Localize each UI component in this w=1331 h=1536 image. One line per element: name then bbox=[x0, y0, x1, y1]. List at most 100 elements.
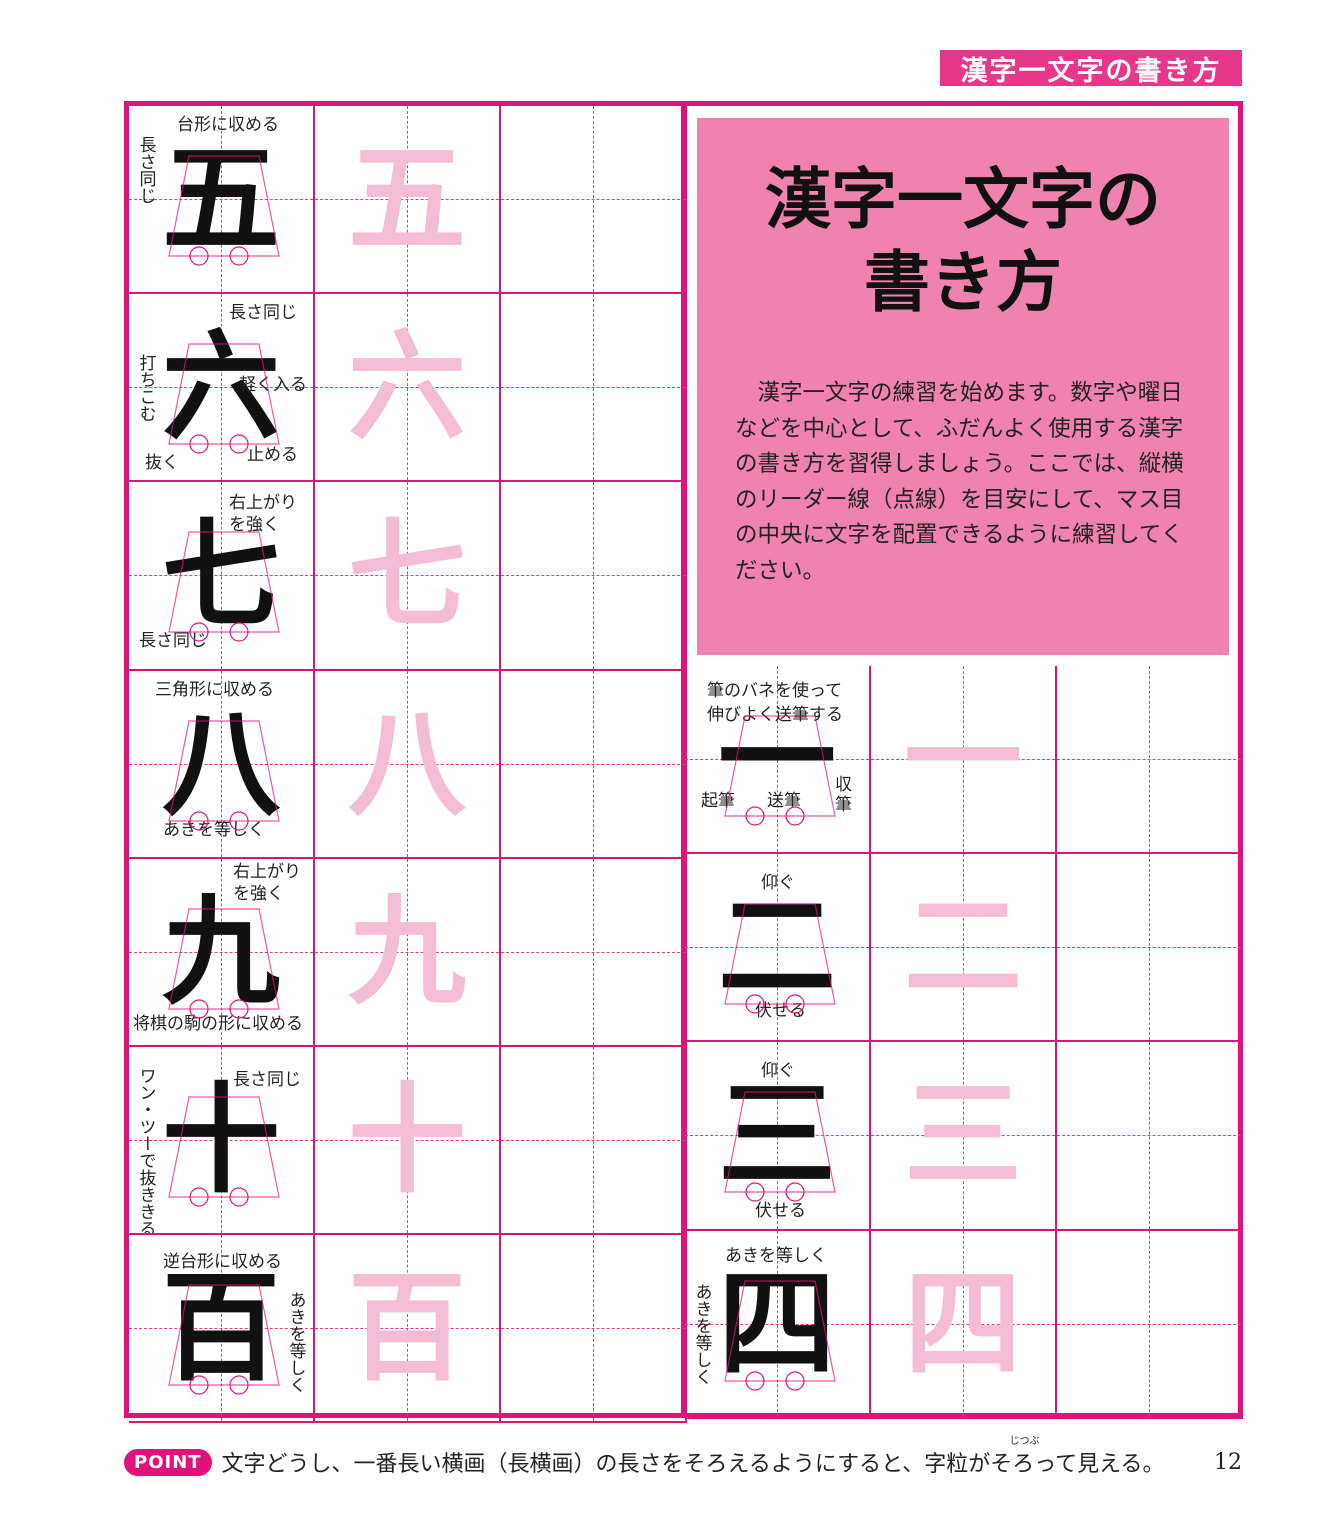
construction-guide bbox=[724, 1091, 836, 1202]
annotation-note: あきを等しく bbox=[725, 1245, 827, 1266]
guide-line-horizontal bbox=[501, 763, 685, 765]
blank-practice-cell bbox=[1057, 854, 1243, 1043]
annotation-note: 軽く入る bbox=[239, 375, 307, 396]
example-cell: 百逆台形に収める あきを等しく bbox=[129, 1235, 315, 1424]
annotation-note: 長さ同じ bbox=[135, 136, 156, 204]
example-cell: 七右上がり を強く 長さ同じ bbox=[129, 482, 315, 671]
annotation-note: 伸びよく送筆する bbox=[707, 705, 843, 725]
construction-guide bbox=[168, 719, 280, 831]
footer-point: POINT じつぶ 文字どうし、一番長い横画（長横画）の長さをそろえるようにする… bbox=[124, 1436, 1165, 1478]
example-cell: 八三角形に収める あきを等しく bbox=[129, 670, 315, 859]
annotation-note: を強く bbox=[233, 883, 284, 904]
model-character: 七 bbox=[161, 505, 280, 645]
construction-guide bbox=[168, 343, 280, 454]
annotation-note: 抜く bbox=[145, 453, 179, 474]
blank-practice-cell bbox=[1057, 666, 1243, 855]
annotation-note: 筆 bbox=[835, 795, 852, 815]
construction-guide bbox=[168, 155, 280, 266]
blank-practice-cell bbox=[501, 670, 687, 859]
example-cell: 四あきを等しく あきを等しく bbox=[685, 1230, 871, 1419]
example-cell: 三仰ぐ 伏せる bbox=[685, 1042, 871, 1231]
model-character: 九 bbox=[161, 881, 280, 1021]
annotation-note: ワン・ツーで抜ききる bbox=[135, 1067, 156, 1236]
model-character: 五 bbox=[161, 129, 280, 269]
intro-text: 漢字一文字の練習を始めます。数字や曜日などを中心として、ふだんよく使用する漢字の… bbox=[735, 380, 1184, 584]
point-badge: POINT bbox=[124, 1448, 212, 1476]
construction-guide bbox=[168, 908, 280, 1019]
guide-line-vertical bbox=[1149, 1042, 1150, 1229]
guide-line-vertical bbox=[1149, 666, 1150, 853]
blank-practice-cell bbox=[501, 106, 687, 295]
annotation-note: 伏せる bbox=[755, 1001, 806, 1022]
ruby-jitsubu: じつぶ bbox=[1009, 1436, 1040, 1447]
trace-character: 十 bbox=[347, 1070, 466, 1210]
annotation-note: を強く bbox=[229, 515, 280, 536]
guide-line-horizontal bbox=[501, 1328, 685, 1330]
guide-line-vertical bbox=[593, 858, 594, 1045]
blank-practice-cell bbox=[501, 1235, 687, 1424]
trace-character: 三 bbox=[903, 1065, 1022, 1205]
annotation-note: 仰ぐ bbox=[761, 873, 795, 894]
trace-cell: 五 bbox=[315, 106, 501, 295]
annotation-note: あきを等しく bbox=[691, 1282, 712, 1385]
trace-cell: 二 bbox=[871, 854, 1057, 1043]
construction-guide bbox=[724, 715, 836, 826]
annotation-note: あきを等しく bbox=[163, 819, 265, 840]
annotation-note: 三角形に収める bbox=[155, 679, 274, 700]
trace-cell: 一 bbox=[871, 666, 1057, 855]
trace-character: 九 bbox=[347, 881, 466, 1021]
trace-character: 六 bbox=[347, 317, 466, 457]
trace-cell: 四 bbox=[871, 1230, 1057, 1419]
annotation-note: 右上がり bbox=[233, 861, 301, 882]
trace-cell: 百 bbox=[315, 1235, 501, 1424]
point-text: 文字どうし、一番長い横画（長横画）の長さをそろえるようにすると、字粒がそろって見… bbox=[221, 1452, 1165, 1477]
model-character: 百 bbox=[161, 1258, 280, 1398]
example-cell: 九右上がり を強く将棋の駒の形に収める bbox=[129, 858, 315, 1047]
guide-line-vertical bbox=[1149, 854, 1150, 1041]
blank-practice-cell bbox=[501, 482, 687, 671]
annotation-note: 長さ同じ bbox=[229, 303, 297, 324]
guide-line-horizontal bbox=[501, 1140, 685, 1142]
example-cell: 一筆のバネを使って 伸びよく送筆する 起筆 送筆収筆 bbox=[685, 666, 871, 855]
center-divider bbox=[681, 101, 685, 1418]
example-cell: 五台形に収める長さ同じ bbox=[129, 106, 315, 295]
guide-line-vertical bbox=[593, 670, 594, 857]
construction-guide bbox=[168, 1284, 280, 1395]
trace-cell: 三 bbox=[871, 1042, 1057, 1231]
annotation-note: 長さ同じ bbox=[139, 631, 207, 652]
model-character: 三 bbox=[717, 1065, 836, 1205]
annotation-note: 仰ぐ bbox=[761, 1061, 795, 1082]
model-character: 八 bbox=[161, 693, 280, 833]
guide-line-vertical bbox=[1149, 1230, 1150, 1417]
annotation-note: 打ちこむ bbox=[135, 354, 156, 423]
annotation-note: 筆のバネを使って bbox=[707, 681, 843, 701]
construction-guide bbox=[168, 1096, 280, 1207]
blank-practice-cell bbox=[1057, 1230, 1243, 1419]
guide-line-horizontal bbox=[501, 575, 685, 577]
title-line-2: 書き方 bbox=[864, 243, 1062, 322]
example-cell: 二仰ぐ 伏せる bbox=[685, 854, 871, 1043]
guide-line-horizontal bbox=[1057, 759, 1241, 761]
model-character: 四 bbox=[717, 1253, 836, 1393]
trace-cell: 八 bbox=[315, 670, 501, 859]
annotation-note: 伏せる bbox=[755, 1201, 806, 1222]
example-cell: 六長さ同じ 打ちこむ 軽く入る 抜く 止める bbox=[129, 294, 315, 483]
trace-character: 五 bbox=[347, 129, 466, 269]
guide-line-horizontal bbox=[1057, 947, 1241, 949]
construction-guide bbox=[168, 531, 280, 642]
guide-line-horizontal bbox=[501, 387, 685, 389]
model-character: 十 bbox=[161, 1070, 280, 1210]
page-title: 漢字一文字の 書き方 bbox=[697, 158, 1229, 324]
guide-line-vertical bbox=[593, 1047, 594, 1234]
trace-cell: 七 bbox=[315, 482, 501, 671]
trace-cell: 九 bbox=[315, 858, 501, 1047]
title-line-1: 漢字一文字の bbox=[765, 160, 1161, 238]
trace-character: 八 bbox=[347, 693, 466, 833]
guide-line-horizontal bbox=[501, 199, 685, 201]
trace-cell: 十 bbox=[315, 1047, 501, 1236]
guide-line-vertical bbox=[593, 1235, 594, 1422]
construction-guide bbox=[724, 903, 836, 1014]
annotation-note: 将棋の駒の形に収める bbox=[133, 1013, 303, 1034]
blank-practice-cell bbox=[501, 294, 687, 483]
annotation-note: 台形に収める bbox=[177, 115, 279, 135]
